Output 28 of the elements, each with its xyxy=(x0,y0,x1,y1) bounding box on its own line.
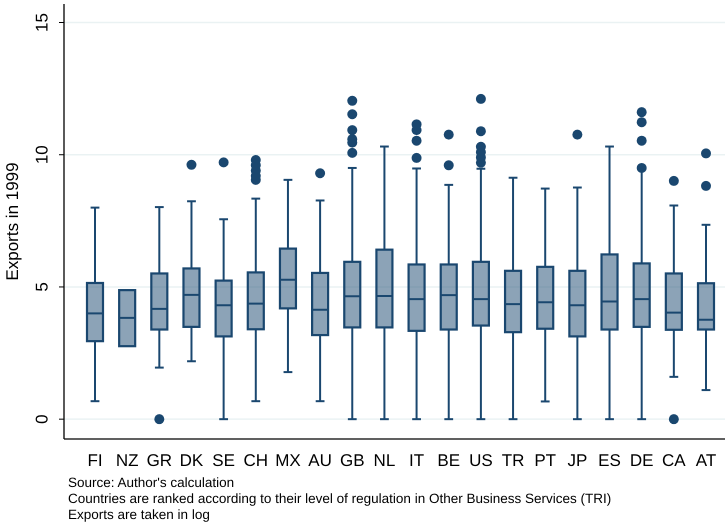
x-tick-label: JP xyxy=(567,451,588,470)
x-tick-label: CA xyxy=(662,451,686,470)
text: Exports are taken in log xyxy=(68,507,210,522)
x-tick-label: NL xyxy=(374,451,396,470)
x-tick-label: US xyxy=(469,451,493,470)
y-tick-label: 5 xyxy=(32,282,52,292)
x-tick-label: DE xyxy=(630,451,654,470)
x-tick-label: AT xyxy=(696,451,716,470)
x-tick-label: NZ xyxy=(116,451,138,470)
x-tick-label: SE xyxy=(212,451,235,470)
x-tick-label: AU xyxy=(308,451,332,470)
y-tick-label: 10 xyxy=(32,145,52,164)
x-tick-label: PT xyxy=(534,451,556,470)
x-tick-label: MX xyxy=(275,451,301,470)
x-tick-label: CH xyxy=(244,451,268,470)
x-tick-label: GR xyxy=(146,451,172,470)
x-tick-label: FI xyxy=(87,451,103,470)
text: Countries are ranked according to their level of regulation in Other Business Services (TRI) xyxy=(68,491,612,506)
x-tick-label: ES xyxy=(598,451,621,470)
x-tick-label: DK xyxy=(180,451,204,470)
x-tick-label: TR xyxy=(502,451,524,470)
x-tick-label: BE xyxy=(437,451,460,470)
x-tick-label: IT xyxy=(409,451,424,470)
y-axis-title: Exports in 1999 xyxy=(3,162,22,281)
y-tick-label: 15 xyxy=(32,13,52,32)
source-note: Source: Author's calculation xyxy=(68,475,234,490)
y-tick-label: 0 xyxy=(32,414,52,424)
x-tick-label: GB xyxy=(340,451,365,470)
